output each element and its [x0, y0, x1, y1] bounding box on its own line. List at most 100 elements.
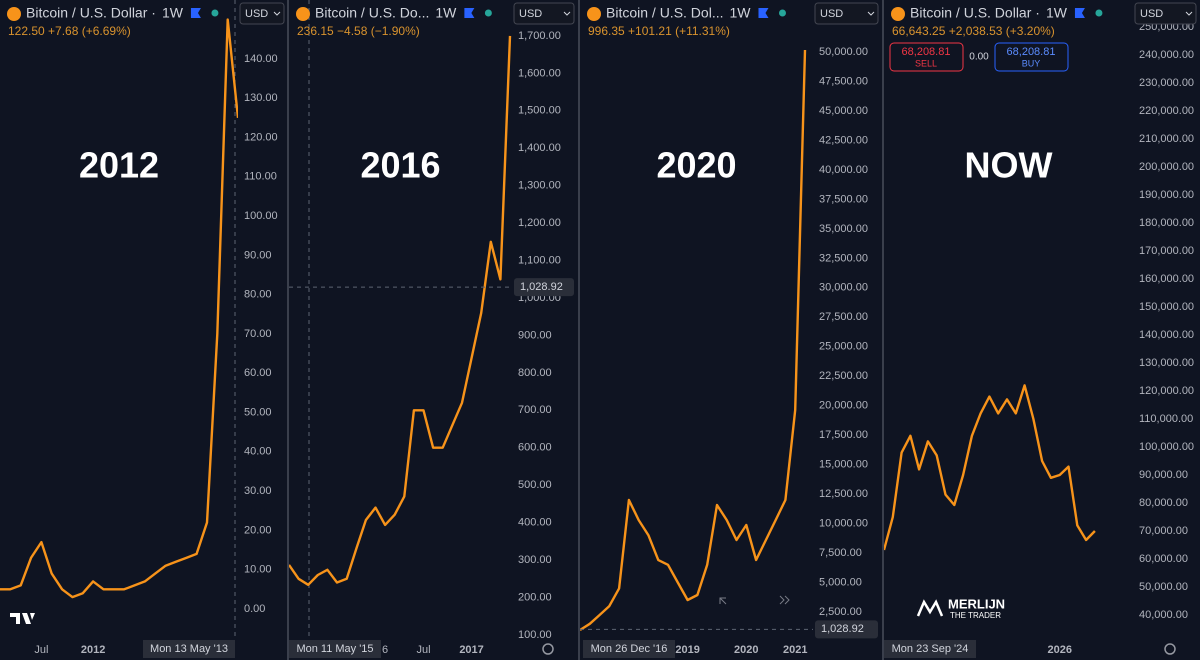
y-tick-label: 30.00: [244, 485, 272, 497]
bitcoin-icon: [296, 7, 310, 21]
symbol-title: Bitcoin / U.S. Dollar ·: [910, 5, 1040, 21]
y-tick-label: 17,500.00: [819, 429, 868, 441]
buy-price: 68,208.81: [1007, 46, 1056, 58]
price-line: [884, 384, 1096, 551]
y-tick-label: 1,400.00: [518, 142, 561, 154]
crosshair-date: Mon 11 May '15: [296, 643, 373, 655]
y-tick-label: 80,000.00: [1139, 497, 1188, 509]
price-marker-box: [514, 278, 574, 297]
price-info: 996.35 +101.21 (+11.31%): [588, 24, 730, 38]
x-tick-label: 2026: [1047, 644, 1071, 656]
era-label: NOW: [965, 145, 1053, 186]
price-line: [0, 18, 238, 599]
y-tick-label: 27,500.00: [819, 311, 868, 323]
y-tick-label: 45,000.00: [819, 105, 868, 117]
plot-area: [289, 35, 512, 586]
crosshair-date-box: [289, 640, 381, 658]
currency-box: [814, 2, 879, 25]
x-tick-label: Jul: [34, 644, 48, 656]
watermark-icon: [916, 599, 944, 617]
interval: 1W: [1046, 5, 1068, 21]
y-tick-label: 240,000.00: [1139, 49, 1194, 61]
flag-icon: [1074, 8, 1085, 18]
plot-area: [0, 18, 238, 599]
y-tick-label: 600.00: [518, 442, 552, 454]
x-tick-label: 2012: [81, 644, 105, 656]
y-tick-label: 200.00: [518, 591, 552, 603]
y-tick-label: 1,300.00: [518, 180, 561, 192]
x-tick-label: 2017: [459, 644, 483, 656]
y-tick-label: 50.00: [244, 406, 272, 418]
dropdown-chevron: [867, 11, 875, 16]
y-tick-label: 50,000.00: [819, 46, 868, 58]
y-tick-label: 100.00: [518, 629, 552, 641]
watermark-name: MERLIJN: [948, 596, 1005, 611]
y-tick-label: 47,500.00: [819, 75, 868, 87]
price-info: 66,643.25 +2,038.53 (+3.20%): [892, 24, 1055, 38]
plot-area: [884, 384, 1096, 551]
bitcoin-icon: [7, 7, 21, 21]
panel: 2016 100.00 200.00 300.00 400.00 500.00 600.00…: [287, 0, 575, 660]
x-tick-label: 2019: [675, 644, 699, 656]
price-marker-box: [815, 620, 878, 639]
y-tick-label: 40,000.00: [819, 164, 868, 176]
status-dot: [1095, 9, 1103, 17]
y-tick-label: 35,000.00: [819, 223, 868, 235]
y-tick-label: 40,000.00: [1139, 609, 1188, 621]
currency: USD: [1140, 8, 1163, 20]
flag-icon: [758, 8, 769, 18]
y-tick-label: 400.00: [518, 517, 552, 529]
y-tick-label: 500.00: [518, 479, 552, 491]
y-tick-label: 40.00: [244, 446, 272, 458]
y-tick-label: 22,500.00: [819, 370, 868, 382]
y-tick-label: 120,000.00: [1139, 385, 1194, 397]
symbol-title: Bitcoin / U.S. Dollar ·: [26, 5, 156, 21]
price-info: 122.50 +7.68 (+6.69%): [8, 24, 131, 38]
sell-button: [889, 42, 964, 72]
spread: 0.00: [969, 52, 989, 63]
crosshair-date-box: [884, 640, 976, 658]
symbol-title: Bitcoin / U.S. Do...: [315, 5, 429, 21]
y-tick-label: 900.00: [518, 329, 552, 341]
price-info: 236.15 −4.58 (−1.90%): [297, 24, 420, 38]
y-tick-label: 15,000.00: [819, 459, 868, 471]
price-marker-label: 1,028.92: [520, 281, 563, 293]
y-tick-label: 5,000.00: [819, 576, 862, 588]
panel: 2012 0.00 10.00 20.00 30.00 40.00 50.00 60.00 70…: [0, 0, 285, 658]
y-tick-label: 1,200.00: [518, 217, 561, 229]
currency: USD: [519, 8, 542, 20]
y-tick-label: 10.00: [244, 564, 272, 576]
y-tick-label: 120.00: [244, 131, 278, 143]
y-tick-label: 110.00: [244, 171, 277, 183]
y-tick-label: 60,000.00: [1139, 553, 1188, 565]
y-tick-label: 700.00: [518, 404, 552, 416]
price-line: [580, 49, 807, 632]
y-tick-label: 150,000.00: [1139, 301, 1194, 313]
crosshair-date-box: [583, 640, 675, 658]
y-tick-label: 7,500.00: [819, 547, 862, 559]
y-tick-label: 110,000.00: [1139, 413, 1193, 425]
y-tick-label: 300.00: [518, 554, 552, 566]
interval: 1W: [162, 5, 184, 21]
y-tick-label: 1,700.00: [518, 30, 561, 42]
y-tick-label: 180,000.00: [1139, 217, 1194, 229]
currency: USD: [245, 8, 268, 20]
settings-icon: [542, 643, 554, 655]
y-tick-label: 12,500.00: [819, 488, 868, 500]
y-tick-label: 100.00: [244, 210, 278, 222]
x-tick-label: 2020: [734, 644, 758, 656]
y-tick-label: 130.00: [244, 92, 278, 104]
y-tick-label: 60.00: [244, 367, 272, 379]
x-tick-label: 2021: [783, 644, 807, 656]
interval: 1W: [435, 5, 457, 21]
status-dot: [484, 9, 492, 17]
status-dot: [778, 9, 786, 17]
y-tick-label: 80.00: [244, 289, 272, 301]
price-marker-label: 1,028.92: [821, 623, 864, 635]
y-tick-label: 70.00: [244, 328, 272, 340]
y-tick-label: 0.00: [244, 603, 265, 615]
dropdown-chevron: [563, 11, 571, 16]
y-tick-label: 90.00: [244, 249, 272, 261]
plot-area: [580, 49, 807, 632]
